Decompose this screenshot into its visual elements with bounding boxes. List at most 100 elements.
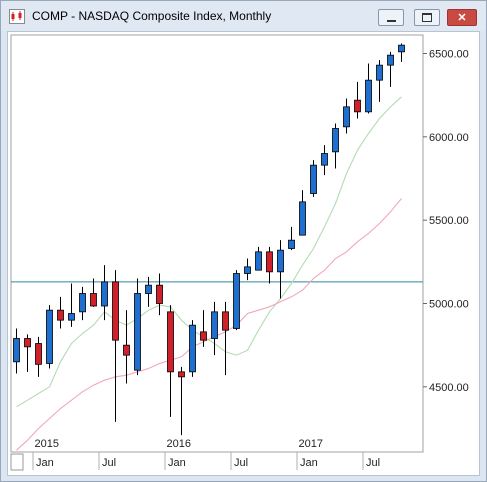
candle — [123, 310, 130, 384]
candle-body-up — [68, 313, 75, 321]
candle — [321, 145, 328, 176]
candle — [178, 366, 185, 436]
candle-body-down — [35, 343, 42, 365]
candle — [288, 226, 295, 251]
candle-body-up — [255, 251, 262, 271]
year-label: 2017 — [299, 438, 323, 450]
minimize-button[interactable] — [378, 9, 404, 26]
candle-body-down — [178, 371, 185, 378]
y-tick-label: 6000.00 — [429, 132, 469, 144]
close-icon: ✕ — [457, 12, 467, 24]
candle — [299, 190, 306, 236]
candle-body-up — [233, 273, 240, 329]
candle-body-up — [134, 293, 141, 371]
candle — [35, 336, 42, 377]
candle-body-up — [189, 324, 196, 373]
month-label: Jan — [168, 457, 186, 469]
candle-body-up — [343, 106, 350, 128]
candle-body-down — [222, 311, 229, 331]
chart-icon — [9, 9, 25, 24]
title-bar[interactable]: COMP - NASDAQ Composite Index, Monthly ✕ — [1, 1, 486, 31]
candle — [145, 276, 152, 307]
candle — [46, 305, 53, 369]
candle — [266, 246, 273, 284]
candle-body-up — [288, 239, 295, 249]
candle-body-up — [101, 281, 108, 307]
candle — [387, 51, 394, 87]
maximize-button[interactable] — [414, 9, 440, 26]
month-label: Jan — [300, 457, 318, 469]
window-title: COMP - NASDAQ Composite Index, Monthly — [32, 9, 272, 23]
candle — [112, 270, 119, 422]
candle — [222, 301, 229, 376]
candle-body-up — [299, 201, 306, 236]
candle — [310, 160, 317, 197]
candle — [255, 246, 262, 271]
candle — [90, 278, 97, 307]
candle-body-up — [321, 153, 328, 166]
candle-body-up — [46, 309, 53, 364]
candle-body-up — [387, 54, 394, 66]
plot-frame — [10, 34, 424, 453]
candle-body-down — [354, 99, 361, 113]
maximize-icon — [422, 13, 432, 22]
month-label: Jul — [234, 457, 248, 469]
close-button[interactable]: ✕ — [447, 9, 477, 26]
candle-body-up — [398, 44, 405, 53]
year-label: 2016 — [167, 438, 191, 450]
candle-body-up — [376, 64, 383, 81]
minimize-icon — [386, 19, 396, 22]
candle — [244, 258, 251, 281]
y-tick-label: 6500.00 — [429, 49, 469, 61]
candle-body-down — [266, 251, 273, 273]
candle — [332, 123, 339, 169]
candle — [57, 296, 64, 329]
candle — [24, 334, 31, 372]
candle-body-up — [332, 128, 339, 153]
candle — [13, 328, 20, 374]
candle — [211, 301, 218, 356]
candle-body-up — [211, 311, 218, 339]
candlestick-chart: 4500.00 5000.00 5500.00 6000.00 6500.00 2015 2… — [10, 34, 469, 471]
candle — [398, 43, 405, 62]
candle — [376, 60, 383, 102]
candle-body-up — [277, 249, 284, 273]
candle-body-up — [365, 79, 372, 113]
candle-body-up — [145, 284, 152, 294]
candle — [156, 273, 163, 316]
candle-body-down — [156, 284, 163, 304]
corner-box — [10, 453, 24, 471]
candle — [79, 286, 86, 321]
candle — [354, 81, 361, 119]
y-tick-label: 4500.00 — [429, 382, 469, 394]
month-label: Jul — [366, 457, 380, 469]
candle — [101, 265, 108, 321]
y-tick-label: 5500.00 — [429, 215, 469, 227]
candle — [167, 305, 174, 417]
candle — [343, 98, 350, 134]
month-label: Jan — [36, 457, 54, 469]
y-tick-label: 5000.00 — [429, 299, 469, 311]
candle-body-down — [90, 293, 97, 307]
fast-moving-average-line — [16, 96, 402, 408]
candle-body-down — [123, 344, 130, 356]
candle-body-down — [24, 338, 31, 348]
candle — [233, 270, 240, 331]
candle — [277, 240, 284, 299]
candle-body-down — [112, 281, 119, 341]
candle-body-down — [57, 309, 64, 321]
slow-moving-average-line — [16, 198, 402, 451]
candle-body-down — [200, 331, 207, 341]
candle-body-down — [167, 311, 174, 373]
chart-area: 4500.00 5000.00 5500.00 6000.00 6500.00 2015 2… — [7, 31, 480, 476]
candle — [365, 63, 372, 114]
candle — [134, 278, 141, 376]
month-label: Jul — [102, 457, 116, 469]
candle-body-up — [79, 293, 86, 313]
candle-body-up — [310, 164, 317, 194]
candle — [200, 310, 207, 347]
candle — [68, 283, 75, 327]
candle-body-up — [244, 266, 251, 274]
candle — [189, 320, 196, 377]
